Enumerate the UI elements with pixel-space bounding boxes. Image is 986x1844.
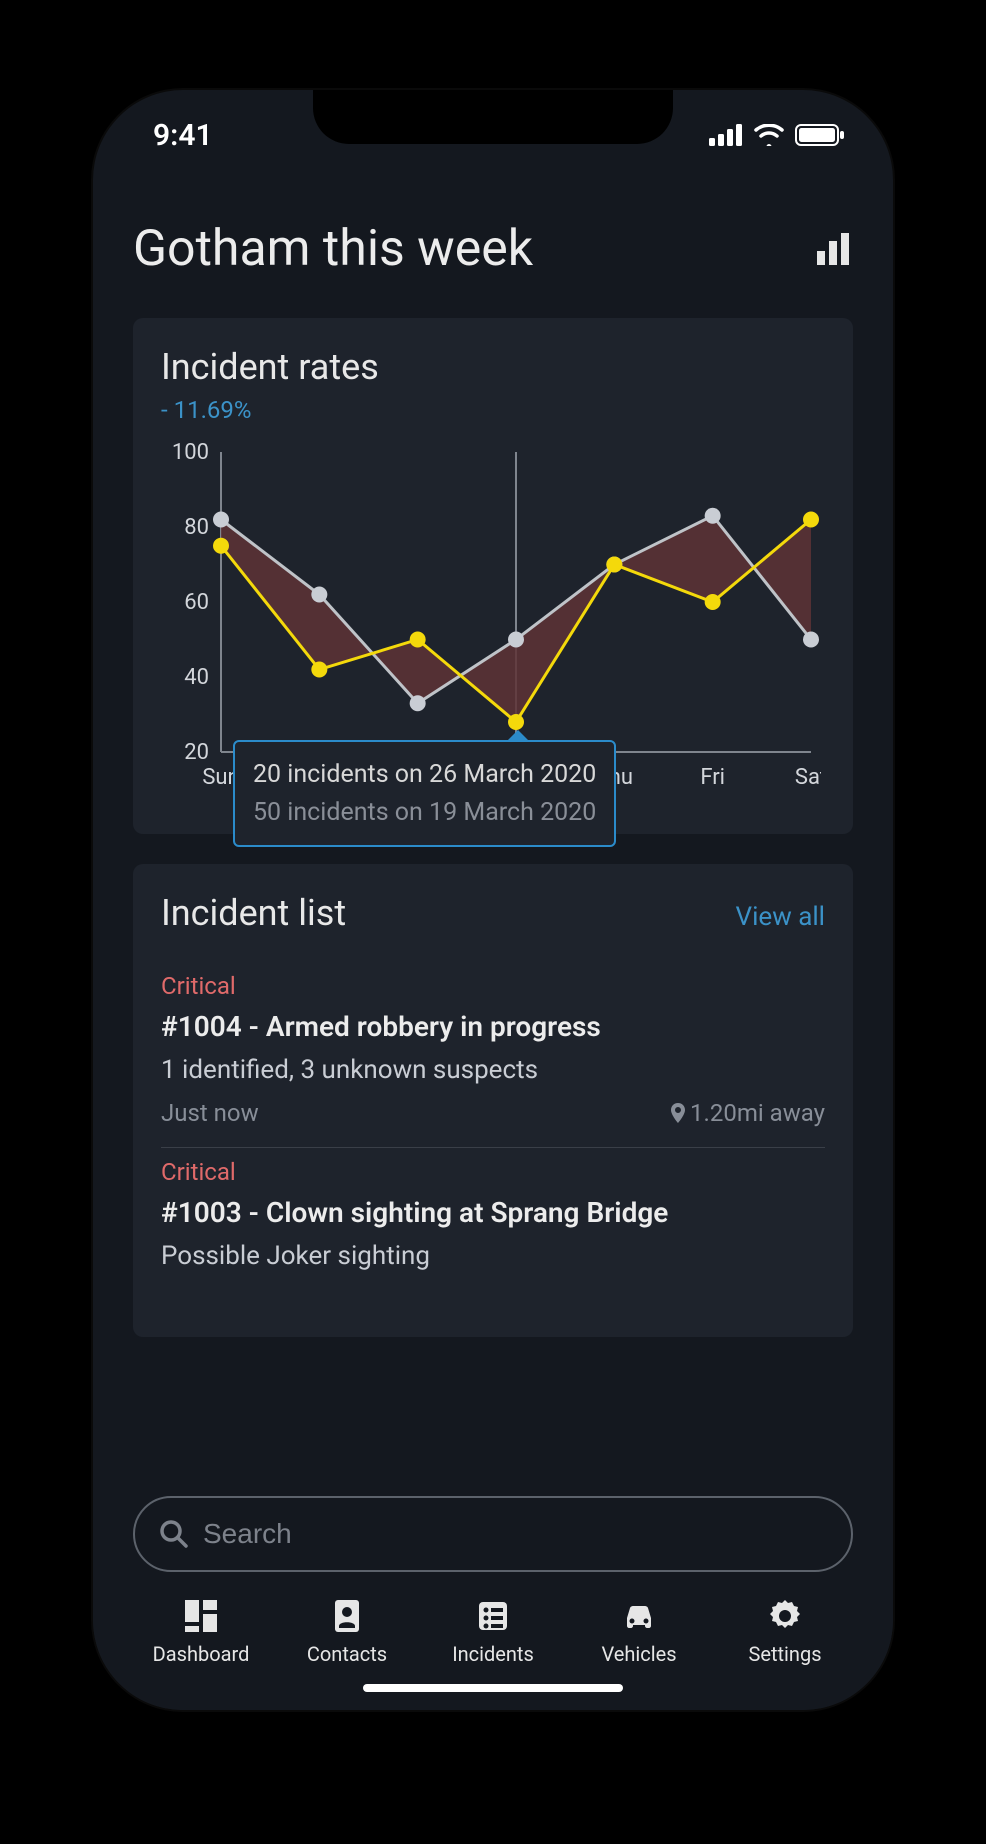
wifi-icon bbox=[753, 124, 785, 146]
incidents-icon bbox=[473, 1596, 513, 1636]
incident-list-title: Incident list bbox=[161, 892, 346, 934]
tab-contacts[interactable]: Contacts bbox=[287, 1596, 407, 1666]
incident-severity: Critical bbox=[161, 1158, 825, 1186]
status-icons bbox=[709, 124, 845, 146]
tab-label: Settings bbox=[748, 1642, 821, 1666]
tab-label: Incidents bbox=[452, 1642, 534, 1666]
settings-icon bbox=[765, 1596, 805, 1636]
phone-frame: 9:41 Gotham this week bbox=[93, 90, 893, 1710]
cellular-icon bbox=[709, 124, 743, 146]
incident-rates-chart[interactable]: 10080604020SunMonTueWedThuFriSat 20 inci… bbox=[161, 442, 825, 802]
tooltip-line-1: 20 incidents on 26 March 2020 bbox=[253, 756, 596, 794]
tab-label: Vehicles bbox=[601, 1642, 676, 1666]
incident-item[interactable]: Critical #1003 - Clown sighting at Spran… bbox=[161, 1148, 825, 1305]
chart-delta: - 11.69% bbox=[161, 396, 825, 424]
incident-distance: 1.20mi away bbox=[670, 1099, 825, 1127]
search-input[interactable] bbox=[203, 1518, 827, 1550]
incident-severity: Critical bbox=[161, 972, 825, 1000]
tab-vehicles[interactable]: Vehicles bbox=[579, 1596, 699, 1666]
tab-settings[interactable]: Settings bbox=[725, 1596, 845, 1666]
svg-text:100: 100 bbox=[172, 442, 209, 465]
incident-item[interactable]: Critical #1004 - Armed robbery in progre… bbox=[161, 962, 825, 1148]
svg-text:20: 20 bbox=[184, 740, 209, 765]
incident-title: #1004 - Armed robbery in progress bbox=[161, 1010, 825, 1043]
bottom-panel: Dashboard Contacts bbox=[93, 1476, 893, 1710]
svg-text:60: 60 bbox=[184, 590, 209, 615]
incident-rates-card: Incident rates - 11.69% 10080604020SunMo… bbox=[133, 318, 853, 834]
incident-title: #1003 - Clown sighting at Sprang Bridge bbox=[161, 1196, 825, 1229]
view-all-link[interactable]: View all bbox=[736, 902, 825, 932]
bar-chart-icon[interactable] bbox=[813, 229, 853, 269]
tab-bar: Dashboard Contacts bbox=[133, 1596, 853, 1674]
home-indicator[interactable] bbox=[363, 1684, 623, 1692]
status-time: 9:41 bbox=[153, 118, 213, 153]
svg-text:80: 80 bbox=[184, 515, 209, 540]
battery-icon bbox=[795, 124, 845, 146]
page-header: Gotham this week bbox=[133, 220, 853, 278]
svg-text:Sat: Sat bbox=[795, 765, 821, 790]
incident-description: Possible Joker sighting bbox=[161, 1241, 825, 1271]
chart-title: Incident rates bbox=[161, 346, 825, 388]
svg-text:40: 40 bbox=[184, 665, 209, 690]
incident-list-card: Incident list View all Critical #1004 - … bbox=[133, 864, 853, 1337]
dashboard-icon bbox=[181, 1596, 221, 1636]
tooltip-line-2: 50 incidents on 19 March 2020 bbox=[253, 794, 596, 832]
search-bar[interactable] bbox=[133, 1496, 853, 1572]
incident-time: Just now bbox=[161, 1099, 259, 1127]
location-pin-icon bbox=[670, 1103, 686, 1123]
notch bbox=[313, 90, 673, 144]
page-title: Gotham this week bbox=[133, 220, 533, 278]
incident-description: 1 identified, 3 unknown suspects bbox=[161, 1055, 825, 1085]
vehicles-icon bbox=[619, 1596, 659, 1636]
svg-text:Fri: Fri bbox=[700, 765, 725, 790]
tab-label: Dashboard bbox=[153, 1642, 250, 1666]
chart-tooltip: 20 incidents on 26 March 2020 50 inciden… bbox=[233, 740, 616, 847]
contacts-icon bbox=[327, 1596, 367, 1636]
tab-dashboard[interactable]: Dashboard bbox=[141, 1596, 261, 1666]
search-icon bbox=[159, 1519, 189, 1549]
tab-label: Contacts bbox=[307, 1642, 387, 1666]
tab-incidents[interactable]: Incidents bbox=[433, 1596, 553, 1666]
